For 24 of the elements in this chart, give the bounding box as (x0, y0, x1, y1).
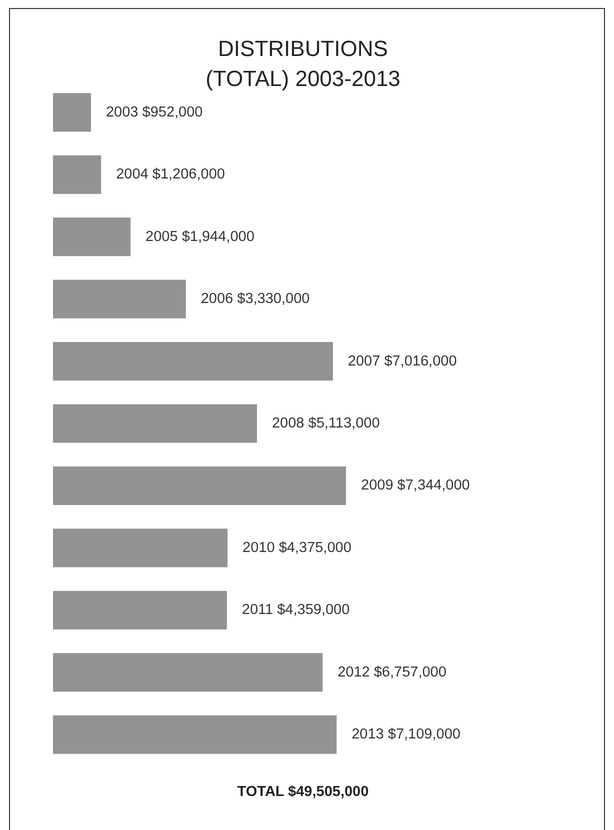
bar (53, 218, 131, 256)
bar (53, 653, 323, 692)
data-label: 2013 $7,109,000 (352, 726, 460, 743)
data-label: 2010 $4,375,000 (242, 540, 352, 556)
bar (53, 404, 257, 443)
chart-title: DISTRIBUTIONS (TOTAL) 2003-2013 (206, 36, 400, 91)
data-label: 2005 $1,944,000 (146, 228, 254, 245)
bar (53, 466, 346, 506)
bar (53, 528, 228, 568)
bar (53, 342, 333, 381)
data-label: 2004 $1,206,000 (116, 166, 225, 183)
bar (53, 590, 227, 630)
data-label: 2012 $6,757,000 (338, 664, 446, 680)
text: TOTAL $49,505,000 (237, 784, 369, 800)
data-label: 2011 $4,359,000 (242, 602, 350, 618)
data-label: 2009 $7,344,000 (361, 478, 470, 494)
data-label: 2003 $952,000 (106, 104, 203, 120)
data-label: 2006 $3,330,000 (200, 291, 310, 308)
data-label: 2007 $7,016,000 (348, 353, 457, 370)
data-label: 2008 $5,113,000 (272, 416, 380, 432)
bar (53, 93, 91, 132)
bar (53, 280, 186, 318)
bar (53, 155, 102, 194)
bar (53, 715, 337, 754)
